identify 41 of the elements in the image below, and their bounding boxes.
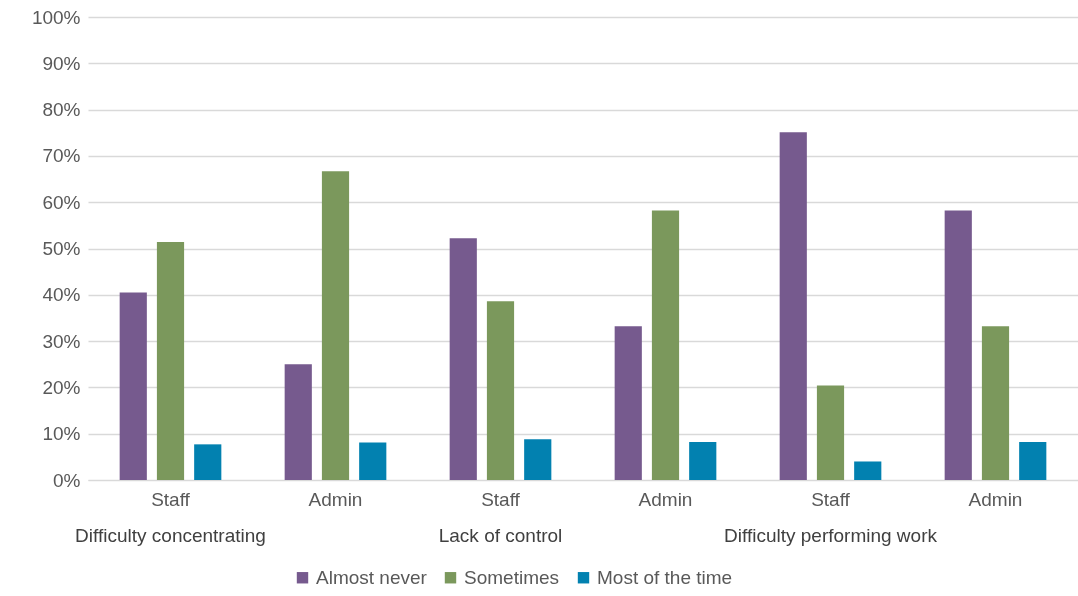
bar: [614, 326, 642, 480]
y-tick-label: 60%: [42, 191, 81, 213]
y-tick-label: 100%: [31, 6, 81, 28]
x-tick-label: Staff: [811, 488, 851, 510]
bar: [524, 439, 552, 480]
text: Lack of control: [438, 525, 563, 546]
y-tick-label: 20%: [42, 376, 81, 398]
bar: [944, 210, 972, 480]
x-tick-label: Admin: [968, 488, 1023, 510]
x-tick-label: Admin: [638, 488, 693, 510]
legend-label: Almost never: [316, 566, 428, 588]
y-tick-label: 40%: [42, 284, 81, 306]
bar: [816, 385, 845, 480]
bar: [981, 326, 1010, 480]
bar: [689, 442, 717, 480]
text: Difficulty concentrating: [75, 525, 266, 546]
x-tick-label: Staff: [481, 488, 521, 510]
legend-label: Sometimes: [464, 566, 560, 588]
y-tick-label: 80%: [42, 99, 81, 121]
bar: [156, 242, 185, 480]
bar: [651, 210, 680, 480]
y-tick-label: 90%: [42, 52, 81, 74]
bar: [1019, 442, 1047, 480]
bar: [194, 444, 222, 480]
x-tick-label: Staff: [151, 488, 191, 510]
text: Difficulty performing work: [724, 525, 938, 546]
bar: [486, 301, 515, 480]
bar: [779, 132, 807, 480]
y-tick-label: 0%: [53, 469, 81, 491]
y-tick-label: 30%: [42, 330, 81, 352]
bar: [854, 461, 882, 480]
bar: [449, 238, 477, 480]
y-tick-label: 10%: [42, 423, 81, 445]
y-tick-label: 50%: [42, 238, 81, 259]
legend-label: Most of the time: [597, 566, 733, 588]
bar: [284, 364, 312, 480]
bar: [321, 171, 350, 480]
x-tick-label: Admin: [308, 488, 363, 510]
y-tick-label: 70%: [42, 145, 81, 167]
bar: [359, 442, 387, 480]
bar: [119, 292, 147, 480]
